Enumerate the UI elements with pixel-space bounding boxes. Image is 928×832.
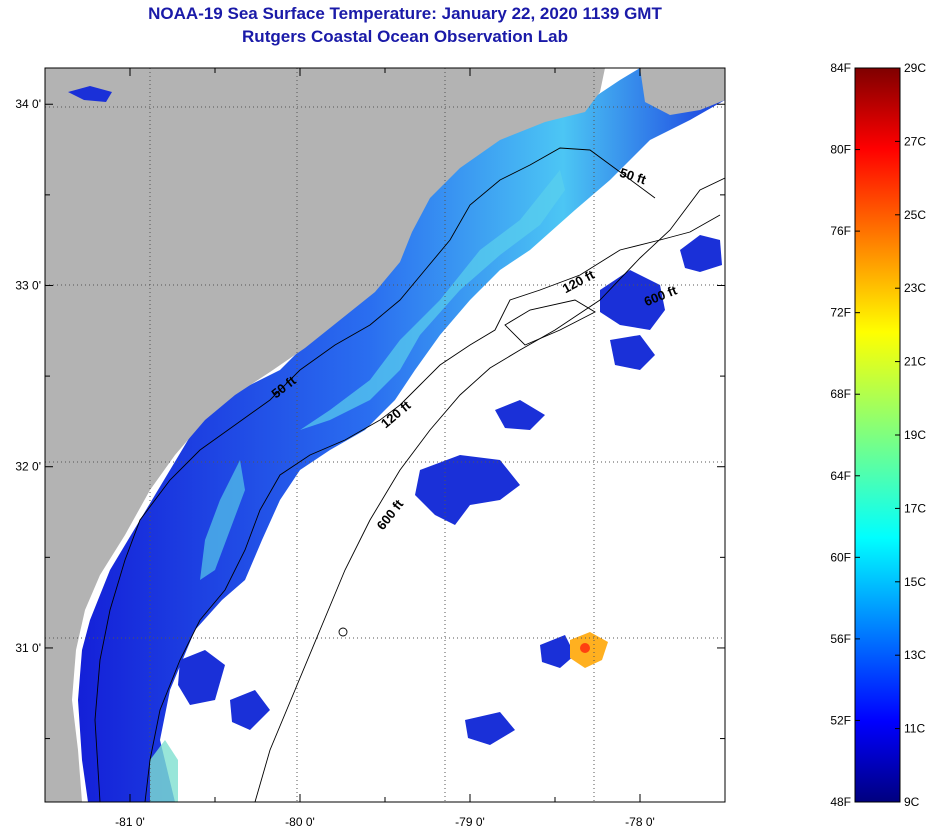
map-axes: -81 0' -80 0' -79 0' -78 0' 34 0' 33 0' 32 0' 3…	[15, 68, 726, 829]
colorbar-celsius-label: 9C	[904, 795, 920, 809]
map-subtitle: Rutgers Coastal Ocean Observation Lab	[242, 27, 568, 46]
colorbar-celsius-label: 15C	[904, 575, 926, 589]
lon-tick-label: -81 0'	[115, 815, 145, 829]
colorbar-fahrenheit-label: 72F	[830, 306, 851, 320]
colorbar-fahrenheit-label: 56F	[830, 632, 851, 646]
colorbar-celsius-label: 29C	[904, 61, 926, 75]
colorbar-celsius-label: 19C	[904, 428, 926, 442]
sst-offshore-patch-4	[610, 335, 655, 370]
colorbar-labels: 84F 80F 76F 72F 68F 64F 60F 56F 52F 48F 29C 27C 25C 2…	[830, 61, 926, 809]
colorbar-fahrenheit-label: 64F	[830, 469, 851, 483]
sst-warm-patch-south	[150, 740, 178, 802]
sst-offshore-patch-5	[495, 400, 545, 430]
colorbar-celsius-label: 23C	[904, 281, 926, 295]
lat-tick-label: 31 0'	[15, 641, 41, 655]
sst-offshore-patch-7	[465, 712, 515, 745]
colorbar-celsius-label: 21C	[904, 355, 926, 369]
colorbar-fahrenheit-label: 48F	[830, 795, 851, 809]
lon-tick-label: -80 0'	[285, 815, 315, 829]
contour-120ft	[144, 214, 721, 802]
colorbar: 84F 80F 76F 72F 68F 64F 60F 56F 52F 48F 29C 27C 25C 2…	[830, 61, 926, 809]
colorbar-celsius-label: 17C	[904, 501, 926, 515]
contour-600ft	[254, 177, 725, 802]
colorbar-fahrenheit-label: 68F	[830, 387, 851, 401]
lat-tick-label: 33 0'	[15, 278, 41, 292]
contour-50ft	[94, 147, 656, 802]
inland-lake	[68, 86, 112, 102]
colorbar-fahrenheit-label: 80F	[830, 143, 851, 157]
colorbar-fahrenheit-label: 60F	[830, 550, 851, 564]
land-area-northeast	[640, 68, 725, 115]
colorbar-gradient	[854, 67, 901, 803]
contour-600ft-loop	[504, 299, 596, 346]
sst-offshore-patch-1	[415, 455, 520, 525]
sst-warm-eddy-core	[580, 643, 590, 653]
sst-offshore-patch-3	[680, 235, 722, 272]
sst-offshore-patch-8	[230, 690, 270, 730]
lat-tick-label: 34 0'	[15, 97, 41, 111]
map-title: NOAA-19 Sea Surface Temperature: January…	[148, 4, 662, 23]
land-area	[45, 68, 605, 802]
sst-offshore-patch-9	[540, 635, 575, 668]
colorbar-celsius-label: 11C	[904, 722, 925, 736]
colorbar-fahrenheit-label: 84F	[830, 61, 851, 75]
colorbar-celsius-label: 27C	[904, 134, 926, 148]
sst-shelf-swath	[78, 68, 725, 802]
colorbar-celsius-label: 13C	[904, 648, 926, 662]
sst-offshore-patch-6	[178, 650, 225, 705]
contour-seamount	[338, 627, 348, 637]
colorbar-fahrenheit-label: 76F	[830, 224, 851, 238]
map-grid	[45, 68, 725, 802]
lat-tick-label: 32 0'	[15, 460, 41, 474]
lon-tick-label: -78 0'	[625, 815, 655, 829]
lon-tick-label: -79 0'	[455, 815, 485, 829]
sst-offshore-patch-2	[600, 270, 665, 330]
colorbar-fahrenheit-label: 52F	[830, 713, 851, 727]
colorbar-celsius-label: 25C	[904, 208, 926, 222]
sst-warm-band-south	[200, 460, 245, 580]
